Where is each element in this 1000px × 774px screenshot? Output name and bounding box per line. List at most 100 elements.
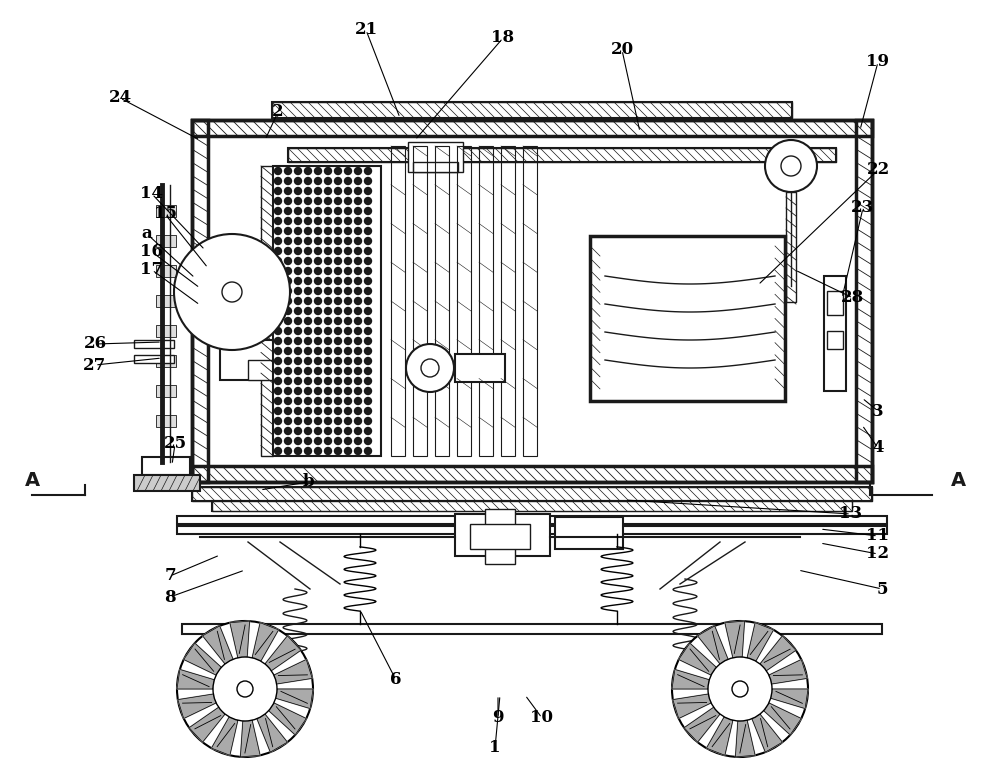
Text: 7: 7 — [164, 567, 176, 584]
Circle shape — [364, 427, 372, 434]
Circle shape — [354, 368, 362, 375]
Circle shape — [334, 307, 342, 314]
Circle shape — [344, 368, 352, 375]
Bar — [555, 517, 623, 549]
Circle shape — [354, 278, 362, 285]
Bar — [240, 629, 256, 651]
Circle shape — [274, 327, 282, 334]
Circle shape — [294, 297, 302, 304]
Bar — [590, 391, 785, 401]
Circle shape — [285, 258, 292, 265]
Polygon shape — [769, 659, 807, 684]
Bar — [212, 501, 852, 511]
Circle shape — [364, 297, 372, 304]
Text: 27: 27 — [83, 357, 107, 374]
Circle shape — [314, 197, 322, 204]
Text: 14: 14 — [140, 186, 164, 203]
Polygon shape — [184, 643, 221, 675]
Text: 28: 28 — [841, 289, 865, 307]
Bar — [134, 355, 174, 363]
Circle shape — [334, 417, 342, 424]
Circle shape — [334, 378, 342, 385]
Circle shape — [294, 258, 302, 265]
Circle shape — [354, 197, 362, 204]
Circle shape — [294, 398, 302, 405]
Circle shape — [294, 378, 302, 385]
Polygon shape — [265, 635, 301, 671]
Circle shape — [334, 177, 342, 184]
Circle shape — [324, 197, 332, 204]
Text: 12: 12 — [866, 546, 890, 563]
Circle shape — [334, 437, 342, 444]
Circle shape — [304, 358, 312, 365]
Circle shape — [324, 258, 332, 265]
Circle shape — [285, 177, 292, 184]
Circle shape — [294, 248, 302, 255]
Text: 16: 16 — [140, 244, 164, 261]
Circle shape — [314, 427, 322, 434]
Circle shape — [364, 337, 372, 344]
Circle shape — [364, 417, 372, 424]
Circle shape — [285, 378, 292, 385]
Circle shape — [294, 368, 302, 375]
Circle shape — [324, 167, 332, 174]
Circle shape — [294, 287, 302, 294]
Bar — [435, 146, 449, 456]
Polygon shape — [252, 623, 279, 661]
Circle shape — [354, 207, 362, 214]
Bar — [413, 146, 427, 456]
Text: a: a — [142, 225, 152, 242]
Bar — [156, 265, 176, 277]
Circle shape — [314, 378, 322, 385]
Circle shape — [354, 317, 362, 324]
Bar — [455, 354, 505, 382]
Circle shape — [314, 317, 322, 324]
Circle shape — [213, 657, 277, 721]
Circle shape — [314, 417, 322, 424]
Circle shape — [294, 317, 302, 324]
Polygon shape — [673, 694, 711, 718]
Circle shape — [324, 307, 332, 314]
Circle shape — [324, 177, 332, 184]
Circle shape — [364, 317, 372, 324]
Circle shape — [324, 228, 332, 235]
Circle shape — [304, 368, 312, 375]
Circle shape — [294, 427, 302, 434]
Circle shape — [672, 621, 808, 757]
Circle shape — [344, 238, 352, 245]
Circle shape — [285, 228, 292, 235]
Circle shape — [274, 258, 282, 265]
Circle shape — [285, 407, 292, 415]
Circle shape — [294, 307, 302, 314]
Circle shape — [324, 378, 332, 385]
Circle shape — [314, 228, 322, 235]
Circle shape — [304, 297, 312, 304]
Bar — [156, 415, 176, 427]
Polygon shape — [760, 635, 796, 671]
Circle shape — [237, 681, 253, 697]
Polygon shape — [764, 703, 801, 735]
Bar — [824, 276, 846, 391]
Circle shape — [294, 268, 302, 275]
Circle shape — [324, 187, 332, 194]
Circle shape — [344, 348, 352, 354]
Circle shape — [781, 156, 801, 176]
Circle shape — [294, 417, 302, 424]
Text: 23: 23 — [851, 200, 875, 217]
Circle shape — [364, 187, 372, 194]
Polygon shape — [203, 626, 233, 664]
Bar — [590, 391, 785, 401]
Circle shape — [354, 248, 362, 255]
Circle shape — [324, 268, 332, 275]
Bar — [192, 120, 872, 136]
Circle shape — [344, 317, 352, 324]
Circle shape — [334, 327, 342, 334]
Circle shape — [285, 297, 292, 304]
Circle shape — [285, 217, 292, 224]
Circle shape — [304, 427, 312, 434]
Circle shape — [304, 187, 312, 194]
Circle shape — [304, 228, 312, 235]
Circle shape — [285, 388, 292, 395]
Circle shape — [285, 348, 292, 354]
Circle shape — [324, 417, 332, 424]
